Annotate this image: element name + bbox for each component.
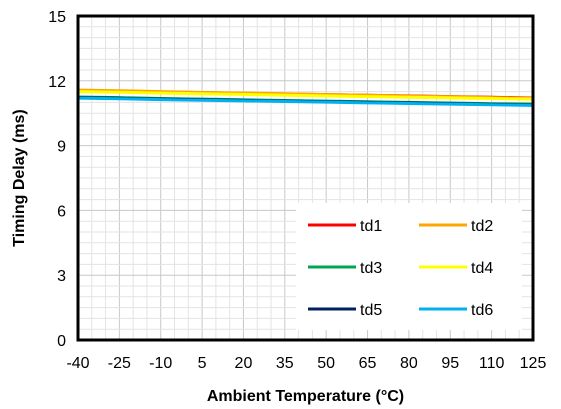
y-tick-label: 15 [48,9,66,26]
x-axis-title: Ambient Temperature (°C) [207,388,404,405]
x-tick-label: 20 [235,355,253,372]
legend: td1 td2 td3 td4 td5 td6 [296,203,522,330]
x-tick-label: 50 [317,355,335,372]
y-tick-label: 12 [48,74,66,91]
y-tick-label: 9 [57,139,66,156]
plot-area-border [76,14,535,342]
series-lines [77,88,534,107]
x-tick-label: 80 [400,355,418,372]
y-axis-ticks: 0 3 6 9 12 15 [48,9,66,350]
series-line-td4 [77,90,534,101]
legend-label-td3: td3 [360,260,382,277]
x-tick-label: 110 [479,355,505,372]
x-tick-label: 95 [441,355,459,372]
legend-label-td4: td4 [471,260,493,277]
legend-label-td6: td6 [471,302,493,319]
y-tick-label: 0 [57,333,66,350]
y-tick-label: 6 [57,203,66,220]
x-tick-label: 5 [198,355,207,372]
x-tick-label: -25 [108,355,131,372]
x-tick-label: 125 [520,355,547,372]
x-tick-label: -10 [149,355,172,372]
y-tick-label: 3 [57,268,66,285]
x-tick-label: 65 [359,355,377,372]
y-axis-title: Timing Delay (ms) [11,109,28,247]
legend-label-td2: td2 [471,218,493,235]
legend-label-td5: td5 [360,302,382,319]
x-tick-label: 35 [276,355,294,372]
x-axis-ticks: -40 -25 -10 5 20 35 50 65 80 95 110 125 [66,355,546,372]
x-tick-label: -40 [66,355,89,372]
legend-label-td1: td1 [360,218,382,235]
series-line-td6 [77,96,534,107]
